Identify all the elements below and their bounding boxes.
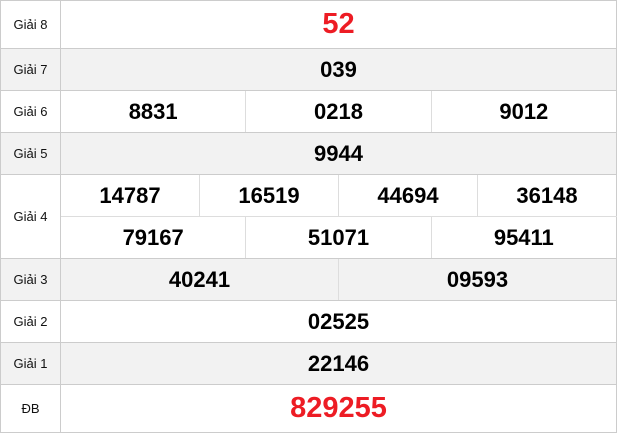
prize-number: 52 — [61, 1, 617, 48]
prize-number: 16519 — [200, 175, 339, 216]
prize-row: Giải 4 14787 16519 44694 36148 79167 51071 9541… — [1, 175, 617, 259]
prize-number: 40241 — [61, 259, 339, 300]
prize-number: 8831 — [61, 91, 247, 132]
prize-label: Giải 2 — [1, 301, 61, 342]
prize-number: 36148 — [478, 175, 617, 216]
prize-number: 79167 — [61, 217, 247, 258]
prize-line: 9944 — [61, 133, 617, 174]
prize-number: 02525 — [61, 301, 617, 342]
prize-line: 02525 — [61, 301, 617, 342]
prize-number: 44694 — [339, 175, 478, 216]
prize-values: 039 — [61, 49, 617, 90]
prize-line: 22146 — [61, 343, 617, 384]
prize-values: 829255 — [61, 385, 617, 432]
prize-label: Giải 4 — [1, 175, 61, 258]
prize-values: 02525 — [61, 301, 617, 342]
prize-values: 9944 — [61, 133, 617, 174]
prize-label: Giải 7 — [1, 49, 61, 90]
prize-values: 40241 09593 — [61, 259, 617, 300]
prize-number: 22146 — [61, 343, 617, 384]
prize-row: Giải 2 02525 — [1, 301, 617, 343]
prize-line: 52 — [61, 1, 617, 48]
prize-number: 14787 — [61, 175, 200, 216]
prize-row: Giải 3 40241 09593 — [1, 259, 617, 301]
prize-line: 14787 16519 44694 36148 — [61, 175, 617, 216]
prize-number: 0218 — [246, 91, 432, 132]
prize-number: 9012 — [432, 91, 617, 132]
prize-number: 829255 — [61, 385, 617, 432]
prize-label: Giải 5 — [1, 133, 61, 174]
prize-label: Giải 3 — [1, 259, 61, 300]
prize-row: Giải 6 8831 0218 9012 — [1, 91, 617, 133]
prize-row: Giải 8 52 — [1, 1, 617, 49]
prize-label: Giải 8 — [1, 1, 61, 48]
prize-number: 9944 — [61, 133, 617, 174]
prize-number: 95411 — [432, 217, 617, 258]
prize-line: 829255 — [61, 385, 617, 432]
prize-row: Giải 7 039 — [1, 49, 617, 91]
prize-number: 09593 — [339, 259, 617, 300]
prize-values: 22146 — [61, 343, 617, 384]
prize-values: 8831 0218 9012 — [61, 91, 617, 132]
prize-line: 8831 0218 9012 — [61, 91, 617, 132]
prize-row: Giải 5 9944 — [1, 133, 617, 175]
prize-row: ĐB 829255 — [1, 385, 617, 433]
prize-label: Giải 6 — [1, 91, 61, 132]
prize-values: 14787 16519 44694 36148 79167 51071 95411 — [61, 175, 617, 258]
prize-row: Giải 1 22146 — [1, 343, 617, 385]
prize-number: 51071 — [246, 217, 432, 258]
prize-line: 40241 09593 — [61, 259, 617, 300]
prize-line: 79167 51071 95411 — [61, 216, 617, 258]
prize-label: ĐB — [1, 385, 61, 432]
prize-values: 52 — [61, 1, 617, 48]
prize-label: Giải 1 — [1, 343, 61, 384]
prize-number: 039 — [61, 49, 617, 90]
prize-line: 039 — [61, 49, 617, 90]
